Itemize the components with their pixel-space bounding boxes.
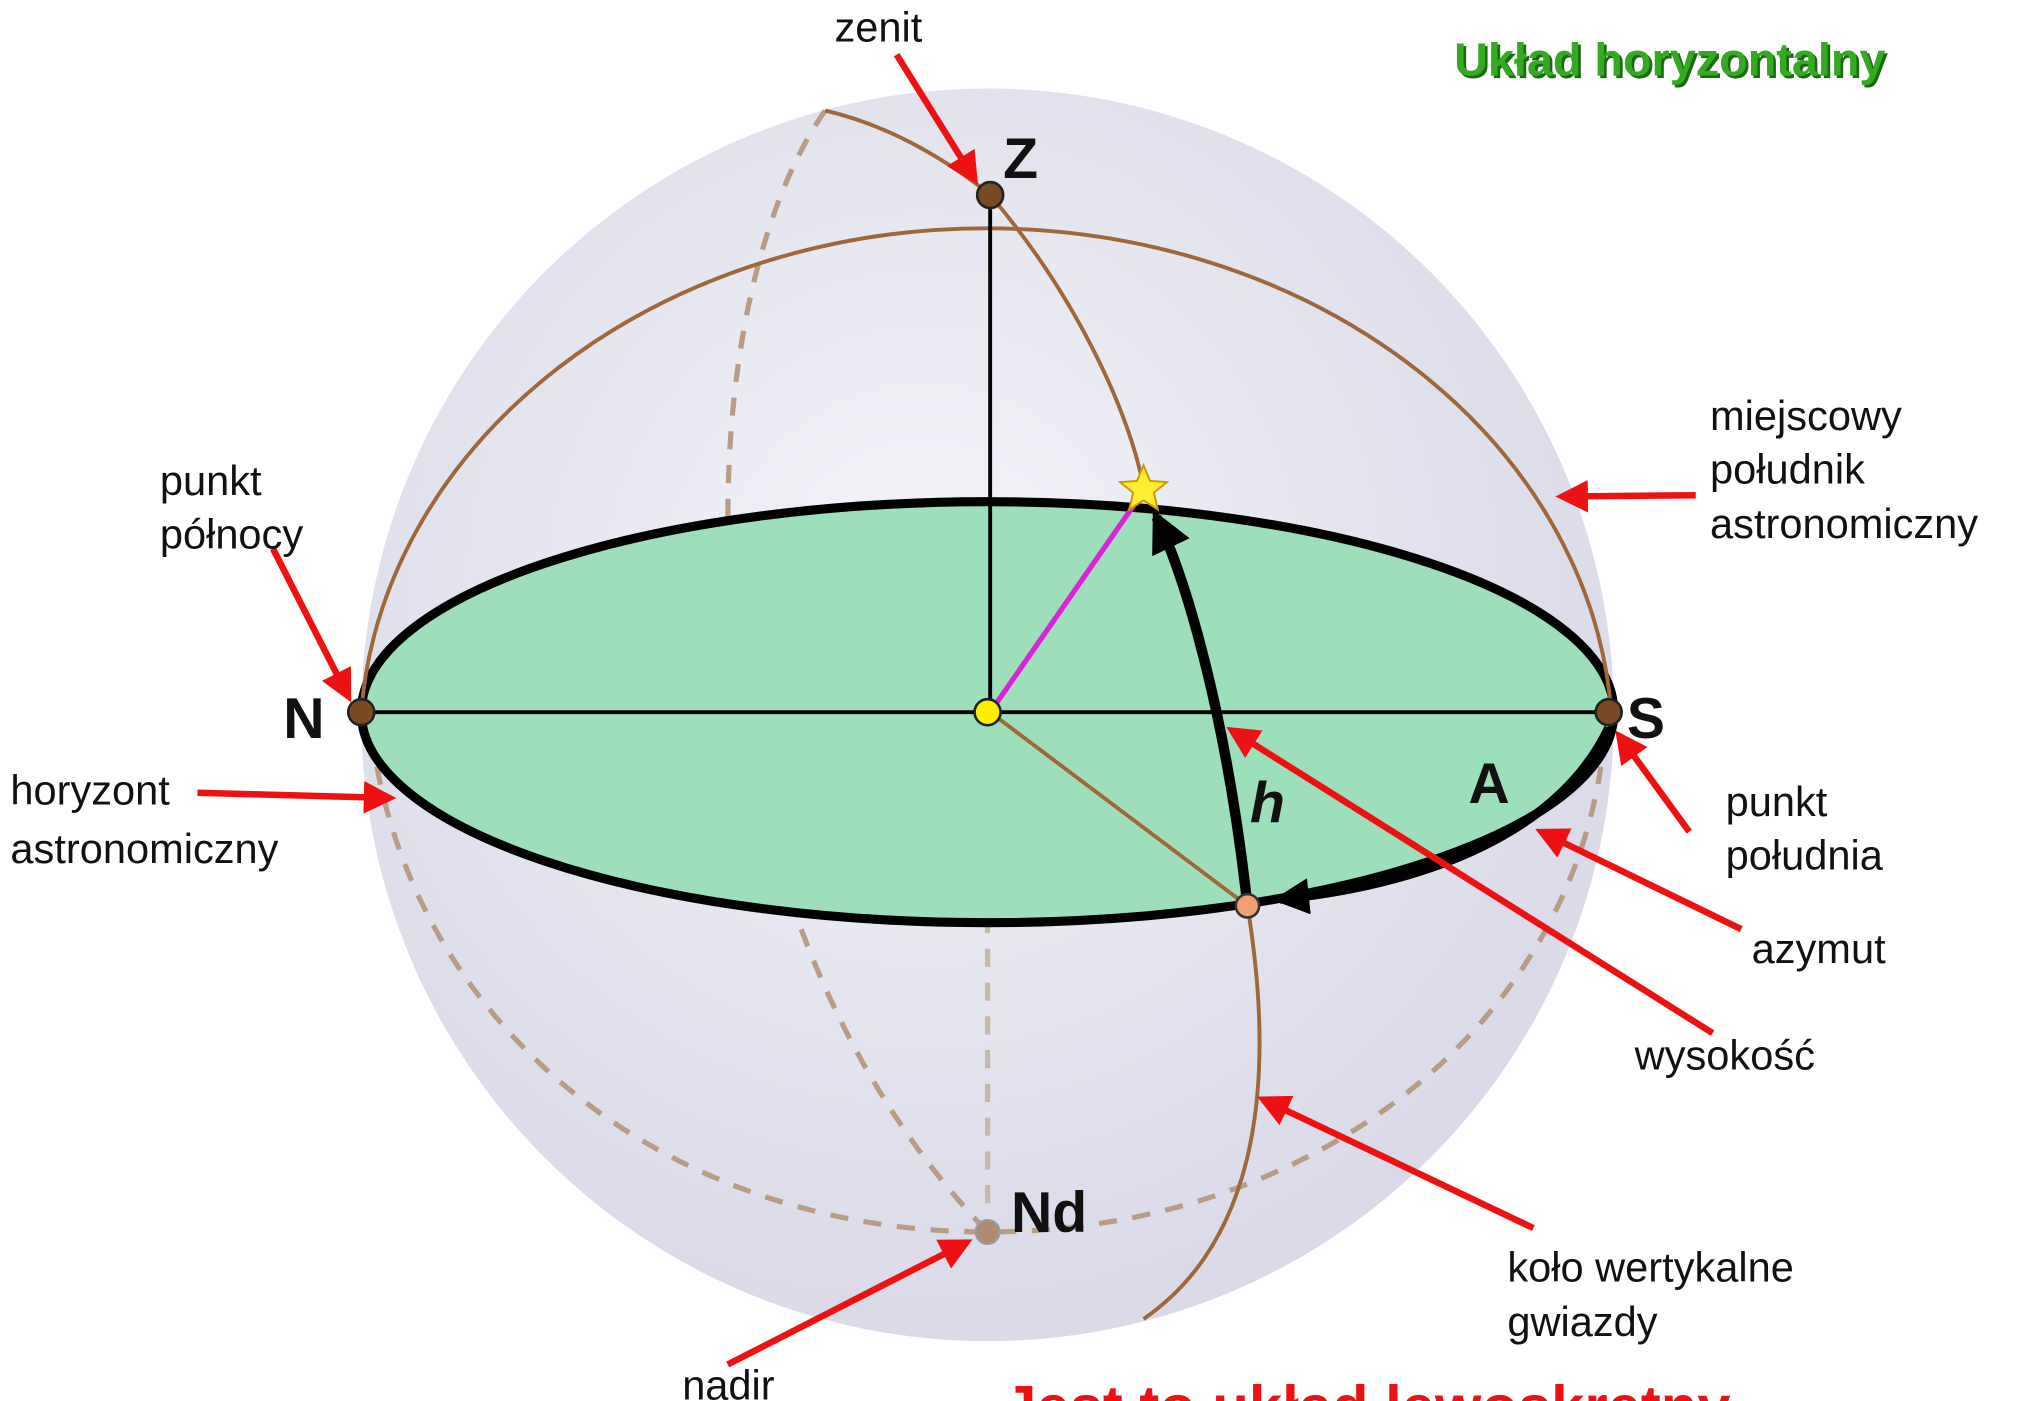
azimuth-arrow: [1272, 725, 1613, 915]
vertical-circle: [824, 108, 1146, 488]
altitude-arrow: [1151, 509, 1253, 907]
vertical-circle: [1142, 905, 1262, 1321]
label: zenit: [834, 4, 922, 51]
label: azymut: [1752, 925, 1886, 972]
pointer: [1615, 730, 1692, 834]
pointer: [1226, 726, 1715, 1036]
zenith-point: [975, 180, 1005, 210]
label: miejscowy południk astronomiczny: [1710, 392, 1978, 547]
title: Układ horyzontalny: [1454, 33, 1885, 85]
point-label: A: [1468, 752, 1509, 816]
label: wysokość: [1634, 1032, 1815, 1079]
center-point: [973, 697, 1002, 727]
point-label: N: [283, 687, 324, 751]
pointer: [1257, 1095, 1535, 1231]
label: punkt północy: [160, 457, 304, 557]
label: punkt południa: [1726, 778, 1884, 878]
pointer: [893, 52, 979, 185]
azimuth-line: [988, 710, 1249, 908]
label: koło wertykalne gwiazdy: [1507, 1243, 1794, 1345]
star: [1117, 462, 1170, 512]
point-label: Z: [1003, 127, 1038, 191]
pointer: [726, 1239, 973, 1368]
pointer: [269, 546, 352, 703]
nadir-point: [974, 1218, 1001, 1245]
star-direction: [988, 489, 1146, 714]
meridian: [359, 226, 1614, 713]
south-point: [1594, 697, 1623, 727]
point-label: S: [1627, 687, 1665, 751]
point-label: Nd: [1011, 1181, 1087, 1245]
note: Jest to układ lewoskrętny: [1003, 1373, 1730, 1401]
pointer: [197, 781, 397, 814]
label: horyzont astronomiczny: [10, 766, 278, 871]
star-foot-point: [1234, 892, 1261, 919]
pointer: [1555, 479, 1696, 513]
pointer: [1535, 828, 1743, 933]
north-point: [346, 697, 376, 727]
title-shadow: Układ horyzontalny: [1457, 36, 1888, 88]
point-label: h: [1250, 772, 1285, 836]
label: nadir: [682, 1362, 775, 1401]
